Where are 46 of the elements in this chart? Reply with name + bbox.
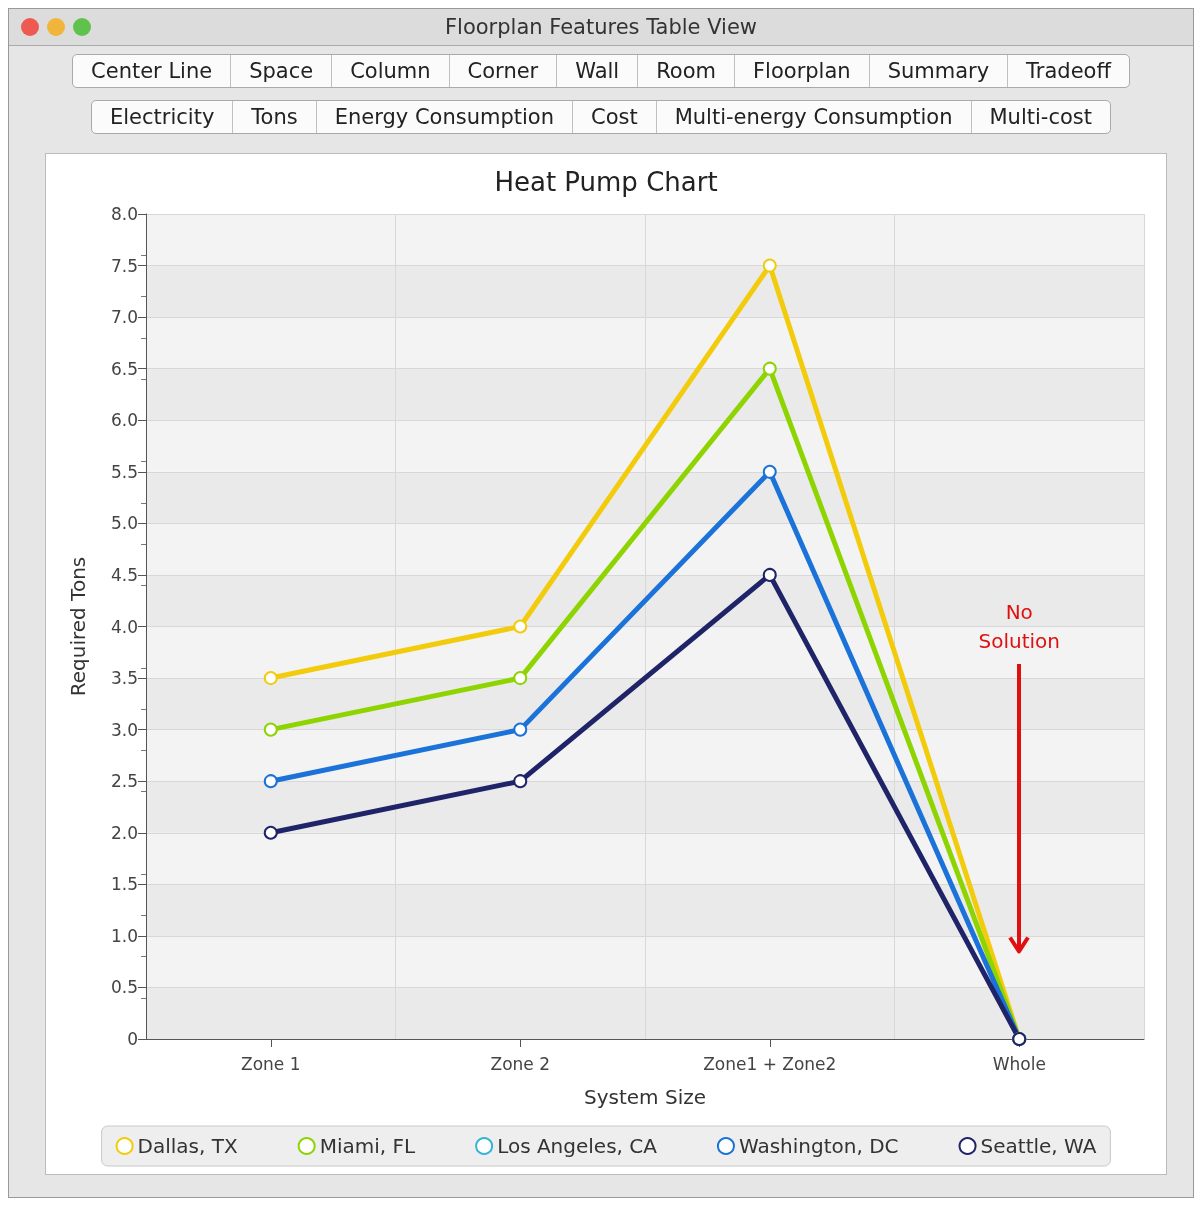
text: Floorplan Features Table View (9, 9, 1193, 46)
x-axis-title: System Size (584, 1085, 706, 1109)
annotation: No Solution (977, 598, 1061, 655)
y-tick-label: 6.5 (110, 358, 138, 379)
x-tick-label: Zone1 + Zone2 (703, 1053, 837, 1074)
y-axis-title: Required Tons (66, 556, 90, 697)
y-tick-label: 3.0 (110, 719, 138, 740)
x-tick-label: Zone 2 (490, 1053, 550, 1074)
text: Space (230, 55, 332, 87)
x-tick-label: Zone 1 (241, 1053, 301, 1074)
text: Electricity (109, 104, 216, 131)
y-tick-label: 5.5 (110, 461, 138, 482)
y-tick-label: 8.0 (110, 204, 138, 224)
y-tick-label: 4.0 (110, 616, 138, 637)
legend-label: Dallas, TX (137, 1134, 238, 1158)
y-tick-label: 0.5 (110, 977, 138, 998)
text: Multi-energy Consumption (655, 101, 971, 133)
y-tick-label: 4.5 (110, 564, 138, 585)
legend-label: Miami, FL (319, 1134, 416, 1158)
text: Wall (556, 55, 638, 87)
text: Column (331, 55, 449, 87)
text: Center Line (90, 58, 214, 85)
y-tick-label: 1.5 (110, 874, 138, 895)
y-tick-label: 1.0 (110, 925, 138, 946)
y-tick-label: 5.0 (110, 513, 138, 534)
y-tick-label: 6.0 (110, 410, 138, 431)
text: Energy Consumption (315, 101, 572, 133)
text: Tons (232, 101, 316, 133)
chart-title: Heat Pump Chart (494, 167, 718, 197)
y-tick-label: 0 (127, 1029, 138, 1049)
y-tick-label: 3.5 (110, 668, 138, 689)
text: Corner (448, 55, 557, 87)
text: Summary (868, 55, 1008, 87)
legend-label: Los Angeles, CA (497, 1134, 658, 1158)
y-tick-label: 2.0 (110, 822, 138, 843)
legend-label: Seattle, WA (980, 1134, 1097, 1158)
text: Cost (571, 101, 656, 133)
text: Floorplan (734, 55, 869, 87)
text: Room (637, 55, 735, 87)
x-tick-label: Whole (992, 1053, 1046, 1074)
y-tick-label: 7.5 (110, 255, 138, 276)
y-tick-label: 7.0 (110, 307, 138, 328)
text: Tradeoff (1007, 55, 1129, 87)
text: Multi-cost (970, 101, 1110, 133)
y-tick-label: 2.5 (110, 771, 138, 792)
legend-label: Washington, DC (738, 1134, 899, 1158)
